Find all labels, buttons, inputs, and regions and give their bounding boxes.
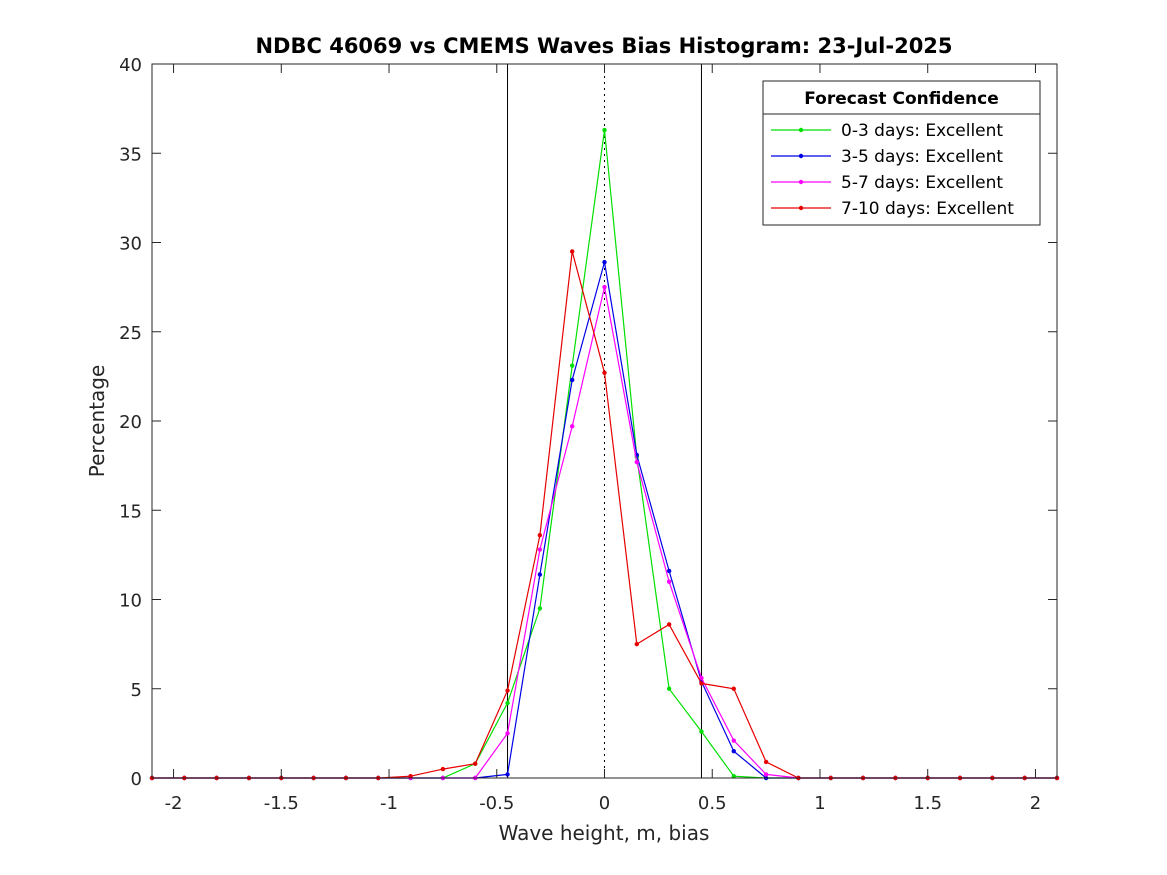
x-tick-label: -1 <box>380 793 398 814</box>
series-1-point <box>699 729 704 734</box>
x-tick-label: -1.5 <box>264 793 299 814</box>
legend-swatch-marker <box>798 205 804 211</box>
series-3-point <box>699 675 704 681</box>
series-3-point <box>537 547 543 552</box>
y-tick-label: 25 <box>119 323 142 344</box>
y-tick-label: 10 <box>119 591 142 612</box>
series-1-point <box>731 774 736 779</box>
series-2-point <box>731 749 736 754</box>
series-3-point <box>763 772 769 777</box>
legend-box <box>762 80 1041 226</box>
series-2-point <box>602 259 607 265</box>
reference-lines <box>507 64 702 778</box>
legend-swatch-marker <box>798 153 804 159</box>
legend: Forecast Confidence 0-3 days: Excellent 3… <box>762 80 1041 226</box>
legend-title: Forecast Confidence <box>804 89 999 109</box>
y-tick-label: 5 <box>131 680 142 701</box>
y-tick-label: 40 <box>119 55 142 76</box>
legend-swatch-marker <box>798 127 804 133</box>
x-tick-label: 1.5 <box>913 793 942 814</box>
y-tick-label: 35 <box>119 144 142 165</box>
series-4-point <box>602 370 607 376</box>
x-tick-label: 1 <box>814 793 825 814</box>
series-1-point <box>537 606 543 611</box>
legend-label: 7-10 days: Excellent <box>841 199 1014 219</box>
series-1-point <box>505 700 510 706</box>
legend-items: 0-3 days: Excellent 3-5 days: Excellent 5-… <box>771 121 1014 219</box>
series-4-point <box>537 533 543 538</box>
y-tick-label: 15 <box>119 501 142 522</box>
x-tick-label: 0 <box>599 793 610 814</box>
series-4-point <box>440 766 446 772</box>
y-axis-label: Percentage <box>85 365 109 478</box>
series-4-point <box>634 641 640 647</box>
series-4-point <box>699 681 704 686</box>
x-tick-label: 0.5 <box>698 793 727 814</box>
series-3-point <box>634 459 640 465</box>
series-1-point <box>602 127 607 133</box>
chart-title: NDBC 46069 vs CMEMS Waves Bias Histogram… <box>255 34 952 58</box>
series-3-point <box>666 579 672 584</box>
series-3-point <box>505 731 510 736</box>
series-2-point <box>537 572 543 577</box>
series-4-point <box>666 622 672 627</box>
x-tick-label: 2 <box>1030 793 1041 814</box>
series-4-point <box>731 686 736 691</box>
series-2-point <box>505 772 510 777</box>
series-4-point <box>569 249 575 254</box>
legend-label: 0-3 days: Excellent <box>841 121 1003 141</box>
series-3-point <box>731 738 736 743</box>
y-tick-label: 0 <box>131 769 142 790</box>
series-3-point <box>602 284 607 290</box>
x-axis-label: Wave height, m, bias <box>499 821 710 845</box>
y-tick-label: 30 <box>119 234 142 255</box>
series-1-point <box>569 363 575 368</box>
series-4-point <box>408 774 413 779</box>
legend-label: 3-5 days: Excellent <box>841 147 1003 167</box>
legend-label: 5-7 days: Excellent <box>841 173 1003 193</box>
y-tick-label: 20 <box>119 412 142 433</box>
series-1-point <box>666 686 672 691</box>
legend-swatch-marker <box>798 179 804 185</box>
series-2-point <box>666 568 672 574</box>
series-4-point <box>763 759 769 765</box>
series-2-point <box>569 377 575 383</box>
series-3-point <box>569 424 575 429</box>
series-4-point <box>473 761 478 766</box>
series-4-point <box>505 688 510 693</box>
x-tick-label: -0.5 <box>479 793 514 814</box>
x-tick-label: -2 <box>165 793 183 814</box>
